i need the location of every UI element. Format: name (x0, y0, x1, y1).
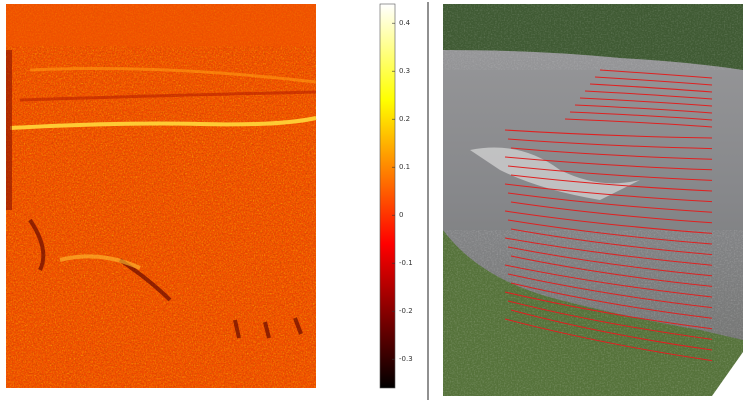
velocity-line (507, 246, 713, 277)
velocity-line (510, 201, 713, 224)
velocity-line (574, 104, 713, 114)
velocity-line (579, 97, 713, 107)
velocity-line (569, 111, 713, 121)
velocity-line (507, 273, 713, 309)
river-photo (443, 4, 743, 396)
velocity-line (507, 219, 713, 245)
velocity-line (589, 83, 713, 93)
heatmap-image (6, 4, 317, 388)
velocity-line (510, 309, 713, 351)
velocity-line (504, 156, 713, 171)
velocity-line (507, 165, 713, 181)
colorbar-tick-label: 0.4 (399, 19, 411, 27)
velocity-line (507, 138, 713, 150)
colorbar: 0.4 0.3 0.2 0.1 0 -0.1 -0.2 -0.3 (379, 3, 413, 389)
velocity-line (507, 300, 713, 340)
velocity-line (510, 228, 713, 256)
velocity-line (584, 90, 713, 100)
velocity-line (510, 147, 713, 160)
velocity-line (504, 318, 713, 362)
colorbar-tick-label: 0 (399, 211, 403, 219)
colorbar-tick-label: 0.2 (399, 115, 410, 123)
velocity-line (510, 174, 713, 192)
colorbar-tick-label: 0.3 (399, 67, 410, 75)
velocity-line (504, 291, 713, 330)
velocity-line (504, 237, 713, 266)
velocity-line (510, 282, 713, 319)
colorbar-tick-label: -0.3 (399, 355, 413, 363)
velocity-line (594, 76, 713, 86)
velocity-line (504, 183, 713, 203)
velocity-line (504, 264, 713, 298)
velocity-line (504, 210, 713, 234)
velocity-line (564, 118, 713, 128)
velocity-line (599, 69, 713, 79)
velocity-line (507, 192, 713, 213)
velocity-line (510, 255, 713, 287)
colorbar-scale (379, 3, 396, 389)
colorbar-tick-label: -0.2 (399, 307, 413, 315)
velocity-line (504, 129, 713, 139)
colorbar-tick-label: 0.1 (399, 163, 410, 171)
colorbar-tick-label: -0.1 (399, 259, 413, 267)
